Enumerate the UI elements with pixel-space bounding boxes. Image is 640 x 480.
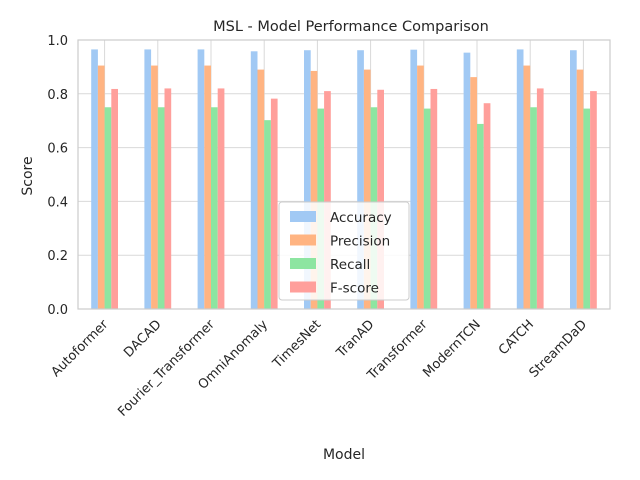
bar-accuracy — [197, 49, 205, 309]
bar-f-score — [536, 88, 544, 309]
bar-f-score — [324, 91, 331, 309]
bar-f-score — [590, 91, 597, 309]
legend-swatch — [290, 281, 316, 293]
legend-items: Accuracy Precision Recall F-score — [290, 210, 392, 297]
bar-recall — [104, 107, 112, 309]
bar-f-score — [377, 89, 384, 309]
bar-recall — [530, 107, 537, 309]
y-tick-label: 0.6 — [47, 142, 68, 157]
bar-f-score — [430, 88, 438, 309]
bar-precision — [310, 70, 318, 309]
bar-f-score — [164, 88, 172, 309]
y-tick-label: 0.4 — [47, 195, 68, 210]
bar-accuracy — [410, 49, 418, 310]
bar-f-score — [483, 103, 491, 309]
bar-precision — [417, 65, 424, 310]
chart-title: MSL - Model Performance Comparison — [213, 19, 489, 35]
legend-box — [278, 201, 410, 301]
bar-precision — [151, 65, 158, 310]
bar-recall — [211, 107, 218, 309]
bar-accuracy — [357, 50, 364, 310]
legend-swatch — [290, 211, 316, 222]
bar-precision — [97, 65, 105, 310]
legend-label: Accuracy — [330, 210, 392, 226]
legend-label: Recall — [330, 257, 370, 273]
y-tick-label: 0.0 — [47, 303, 68, 318]
bar-precision — [470, 77, 477, 309]
y-tick-label: 0.8 — [47, 88, 68, 103]
bar-precision — [257, 69, 265, 309]
bar-recall — [423, 108, 431, 309]
legend-label: Precision — [330, 234, 390, 250]
bar-precision — [576, 69, 584, 309]
bar-precision — [204, 65, 211, 310]
bar-accuracy — [144, 49, 152, 309]
bar-recall — [264, 120, 271, 309]
bar-recall — [157, 107, 165, 309]
bar-f-score — [270, 98, 278, 309]
y-tick-labels: 0.0 0.2 0.4 0.6 0.8 1.0 — [47, 34, 68, 318]
bar-recall — [477, 123, 484, 309]
bars — [91, 49, 597, 310]
bar-accuracy — [91, 49, 98, 309]
y-tick-label: 1.0 — [47, 34, 68, 49]
plot-frame — [77, 39, 611, 310]
bar-accuracy — [570, 50, 577, 310]
legend-swatch — [290, 258, 316, 269]
bar-f-score — [111, 88, 118, 309]
y-axis-label: Score — [20, 156, 36, 195]
bar-accuracy — [516, 49, 524, 309]
bar-accuracy — [463, 52, 471, 309]
bar-f-score — [217, 88, 225, 309]
plot-area — [77, 39, 611, 310]
bar-recall — [583, 108, 591, 309]
bar-precision — [523, 65, 531, 310]
bar-accuracy — [250, 51, 258, 309]
legend-label: F-score — [330, 281, 379, 297]
bar-accuracy — [304, 50, 311, 310]
bar-precision — [363, 69, 371, 309]
legend: Accuracy Precision Recall F-score — [278, 201, 410, 301]
x-axis-label: Model — [323, 447, 365, 463]
y-tick-label: 0.2 — [47, 249, 68, 264]
legend-swatch — [290, 234, 316, 246]
